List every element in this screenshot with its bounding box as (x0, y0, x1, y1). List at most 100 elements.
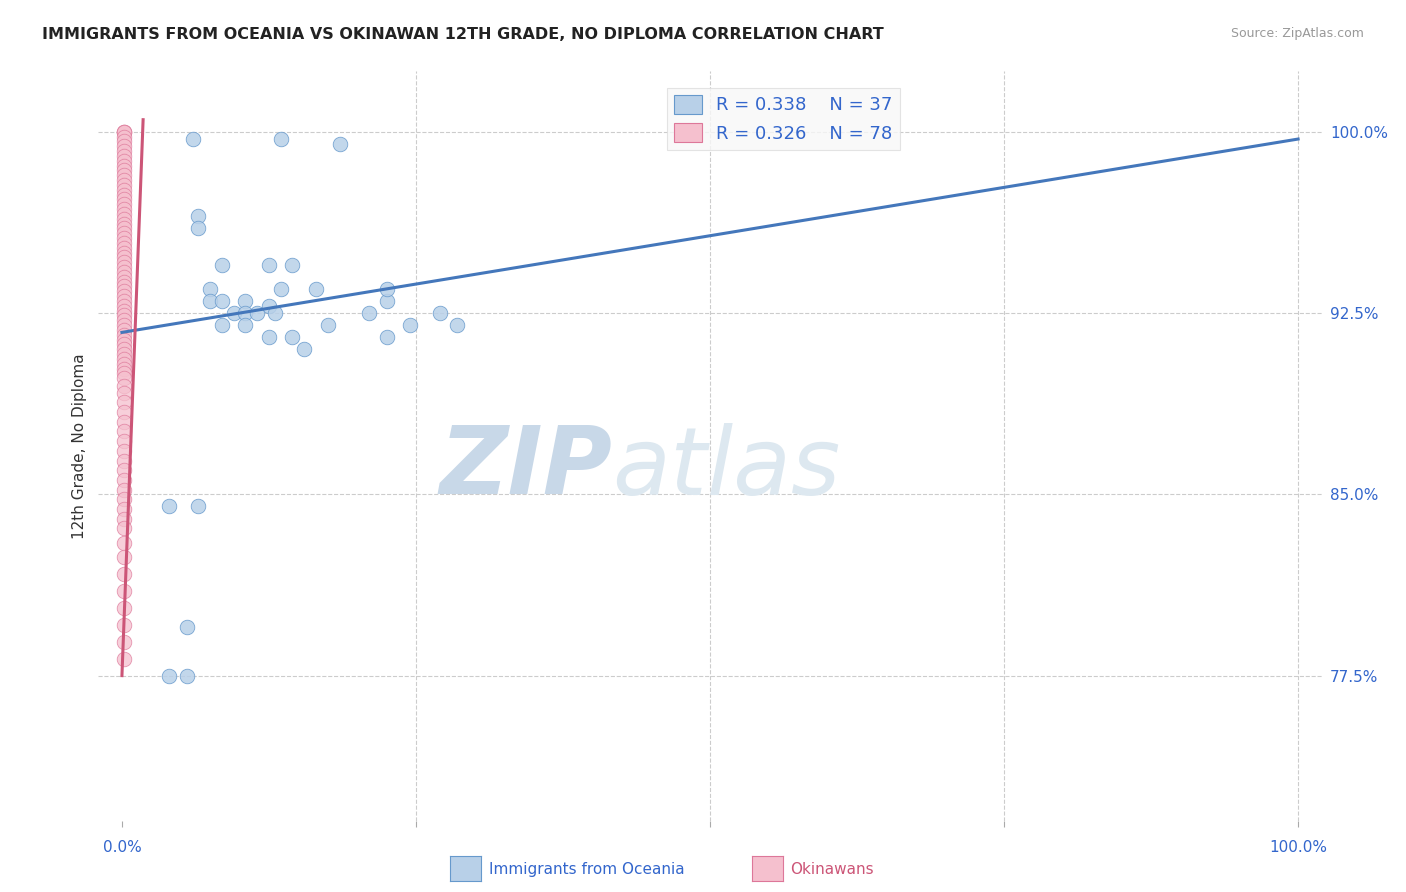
Point (187, 500, 209, 514)
Point (257, 258, 280, 272)
Point (112, 357, 135, 371)
Point (112, 405, 135, 419)
Point (157, 668, 180, 682)
Point (270, 282, 292, 296)
Point (112, 327, 135, 342)
Point (112, 129, 135, 144)
Point (112, 299, 135, 313)
Point (112, 125, 135, 139)
Point (270, 132, 292, 146)
Point (112, 285, 135, 299)
Point (187, 221, 209, 235)
Point (112, 415, 135, 429)
Point (112, 149, 135, 163)
Point (112, 260, 135, 274)
Point (112, 511, 135, 525)
Point (112, 197, 135, 211)
Point (112, 241, 135, 255)
Point (187, 210, 209, 224)
Point (198, 293, 221, 308)
Text: 100.0%: 100.0% (1270, 840, 1327, 855)
Point (112, 343, 135, 357)
Point (399, 318, 422, 333)
Point (112, 255, 135, 269)
Point (257, 299, 280, 313)
Point (292, 343, 315, 357)
Point (112, 202, 135, 216)
Point (112, 169, 135, 183)
Point (211, 293, 233, 308)
Point (112, 323, 135, 337)
Point (112, 425, 135, 439)
Point (112, 183, 135, 197)
Point (112, 289, 135, 303)
Point (112, 351, 135, 366)
Point (112, 139, 135, 153)
Text: Okinawans: Okinawans (790, 863, 873, 877)
Point (222, 306, 245, 320)
Point (176, 620, 198, 634)
Point (112, 153, 135, 168)
Point (257, 330, 280, 344)
Point (281, 258, 304, 272)
Legend: R = 0.338    N = 37, R = 0.326    N = 78: R = 0.338 N = 37, R = 0.326 N = 78 (668, 88, 900, 150)
Point (112, 378, 135, 392)
Point (112, 187, 135, 202)
Point (112, 293, 135, 308)
Point (112, 371, 135, 385)
Point (375, 330, 398, 344)
Point (112, 125, 135, 139)
Point (112, 135, 135, 149)
Point (112, 337, 135, 351)
Point (112, 584, 135, 599)
Point (112, 361, 135, 376)
Point (112, 275, 135, 289)
Point (112, 251, 135, 265)
Point (112, 535, 135, 549)
Point (112, 303, 135, 318)
Point (112, 125, 135, 139)
Point (112, 235, 135, 250)
Point (112, 501, 135, 516)
Point (112, 309, 135, 323)
Point (112, 144, 135, 158)
Text: 0.0%: 0.0% (103, 840, 142, 855)
Point (112, 159, 135, 173)
Point (112, 227, 135, 241)
Point (112, 492, 135, 507)
Text: Immigrants from Oceania: Immigrants from Oceania (489, 863, 685, 877)
Point (112, 221, 135, 235)
Point (375, 282, 398, 296)
Point (112, 473, 135, 487)
Point (112, 279, 135, 293)
Point (112, 367, 135, 381)
Point (112, 217, 135, 231)
Point (446, 318, 468, 333)
Point (112, 618, 135, 632)
Point (429, 306, 451, 320)
Point (211, 258, 233, 272)
Point (112, 347, 135, 361)
Point (112, 245, 135, 260)
Point (112, 550, 135, 565)
Y-axis label: 12th Grade, No Diploma: 12th Grade, No Diploma (72, 353, 87, 539)
Point (112, 193, 135, 207)
Point (235, 293, 257, 308)
Point (112, 443, 135, 458)
Point (112, 231, 135, 245)
Text: atlas: atlas (612, 423, 841, 514)
Text: Source: ZipAtlas.com: Source: ZipAtlas.com (1230, 27, 1364, 40)
Point (263, 306, 285, 320)
Point (112, 567, 135, 582)
Point (112, 483, 135, 497)
Point (112, 395, 135, 409)
Point (112, 463, 135, 477)
Point (112, 269, 135, 284)
Point (112, 178, 135, 192)
Point (281, 330, 304, 344)
Point (112, 601, 135, 615)
Point (211, 318, 233, 333)
Point (112, 434, 135, 449)
Point (235, 318, 257, 333)
Point (305, 282, 328, 296)
